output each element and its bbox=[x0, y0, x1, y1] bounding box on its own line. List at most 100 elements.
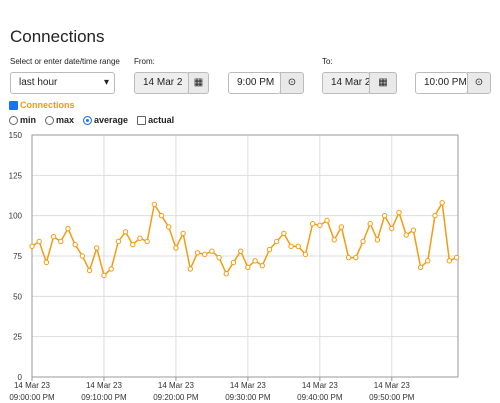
calendar-button[interactable]: ▦ bbox=[369, 72, 397, 94]
x-tick-date: 14 Mar 23 bbox=[86, 381, 123, 390]
rd-option[interactable]: max bbox=[45, 115, 74, 125]
data-point bbox=[36, 238, 42, 245]
data-point bbox=[180, 230, 186, 237]
data-point bbox=[266, 246, 273, 253]
series-line bbox=[31, 200, 457, 277]
data-point bbox=[374, 237, 381, 243]
data-point bbox=[216, 254, 222, 261]
option-label: average bbox=[94, 115, 129, 125]
data-point bbox=[230, 259, 237, 266]
data-point bbox=[367, 221, 373, 227]
data-point bbox=[439, 200, 445, 206]
from-date[interactable]: 14 Mar 2 bbox=[134, 72, 189, 94]
checkbox[interactable] bbox=[137, 115, 147, 125]
x-tick-label: 09:20:00 PM bbox=[153, 393, 199, 402]
data-point bbox=[425, 258, 431, 264]
data-point bbox=[345, 254, 352, 261]
data-point bbox=[317, 222, 323, 229]
data-point bbox=[65, 225, 71, 232]
data-point bbox=[72, 242, 78, 248]
data-point bbox=[158, 212, 165, 219]
from-time[interactable]: 9:00 PM bbox=[228, 72, 281, 94]
y-tick-label: 25 bbox=[13, 333, 22, 342]
to-time[interactable]: 10:00 PM bbox=[415, 72, 468, 94]
data-point bbox=[432, 212, 438, 219]
data-point bbox=[353, 254, 359, 261]
mode-group: min max average actual bbox=[9, 115, 174, 125]
data-point bbox=[245, 264, 251, 270]
calendar-button[interactable]: ▦ bbox=[188, 72, 209, 94]
x-tick-label: 09:00:00 PM bbox=[9, 393, 55, 402]
data-point bbox=[122, 229, 129, 235]
data-point bbox=[273, 238, 280, 245]
data-point bbox=[144, 238, 150, 245]
y-tick-label: 50 bbox=[13, 292, 22, 301]
data-point bbox=[324, 217, 330, 224]
option-label: actual bbox=[148, 115, 175, 125]
x-tick-label: 09:10:00 PM bbox=[81, 393, 127, 402]
option-label: min bbox=[20, 115, 37, 125]
to-date[interactable]: 14 Mar 2 bbox=[322, 72, 370, 94]
data-point bbox=[381, 212, 388, 219]
data-point bbox=[202, 251, 208, 258]
data-point bbox=[403, 232, 409, 238]
radio[interactable] bbox=[45, 115, 55, 125]
radio[interactable] bbox=[9, 115, 18, 125]
rd-option[interactable]: average bbox=[83, 115, 128, 125]
data-point bbox=[396, 209, 402, 216]
series-toggle[interactable]: Connections bbox=[9, 100, 75, 110]
data-point bbox=[209, 248, 215, 254]
cb-option[interactable]: actual bbox=[137, 115, 174, 125]
data-point bbox=[187, 266, 194, 272]
data-point bbox=[453, 254, 460, 261]
data-point bbox=[309, 221, 316, 227]
data-point bbox=[194, 250, 201, 256]
data-point bbox=[259, 262, 265, 269]
chart: 0 25 50 75 100 125 150 14 Mar 23 09:00:00 PM 14 M… bbox=[9, 131, 460, 402]
x-tick-date: 14 Mar 23 bbox=[14, 381, 51, 390]
to-label: To: bbox=[322, 57, 333, 66]
data-point bbox=[410, 227, 417, 233]
radio[interactable] bbox=[83, 115, 93, 125]
data-point bbox=[108, 266, 114, 272]
dropdown-arrow: ▾ bbox=[103, 77, 109, 88]
data-point bbox=[389, 225, 395, 232]
range-value: last hour bbox=[19, 77, 58, 88]
x-tick-label: 09:40:00 PM bbox=[297, 393, 343, 402]
series-label: Connections bbox=[20, 100, 75, 110]
option-label: max bbox=[56, 115, 75, 125]
data-point bbox=[43, 259, 50, 266]
clock-button[interactable]: ⊙ bbox=[280, 72, 304, 94]
data-point bbox=[223, 271, 229, 277]
checkbox[interactable] bbox=[9, 100, 18, 110]
from-label: From: bbox=[134, 57, 155, 66]
y-tick-label: 75 bbox=[13, 252, 22, 261]
x-tick-label: 09:50:00 PM bbox=[369, 393, 415, 402]
data-point bbox=[29, 243, 35, 250]
data-point bbox=[331, 237, 337, 243]
data-point bbox=[338, 224, 345, 230]
range-select[interactable]: last hour ▾ bbox=[10, 72, 115, 94]
x-tick-date: 14 Mar 23 bbox=[158, 381, 195, 390]
data-point bbox=[446, 258, 453, 264]
x-tick-label: 09:30:00 PM bbox=[225, 393, 271, 402]
clock-button[interactable]: ⊙ bbox=[467, 72, 491, 94]
data-point bbox=[137, 235, 143, 241]
data-point bbox=[295, 243, 301, 250]
x-tick-date: 14 Mar 23 bbox=[374, 381, 411, 390]
y-tick-label: 100 bbox=[9, 212, 23, 221]
y-tick-label: 0 bbox=[18, 373, 23, 382]
data-point bbox=[58, 238, 64, 245]
data-point bbox=[252, 258, 258, 264]
data-point bbox=[151, 201, 158, 208]
data-point bbox=[360, 238, 366, 245]
data-point bbox=[417, 264, 424, 270]
page-title: Connections bbox=[10, 27, 105, 46]
data-point bbox=[86, 267, 93, 274]
rd-option[interactable]: min bbox=[9, 115, 36, 125]
data-point bbox=[94, 245, 100, 251]
data-point bbox=[173, 245, 179, 251]
x-tick-date: 14 Mar 23 bbox=[302, 381, 339, 390]
data-point bbox=[79, 253, 86, 259]
data-point bbox=[130, 242, 136, 248]
